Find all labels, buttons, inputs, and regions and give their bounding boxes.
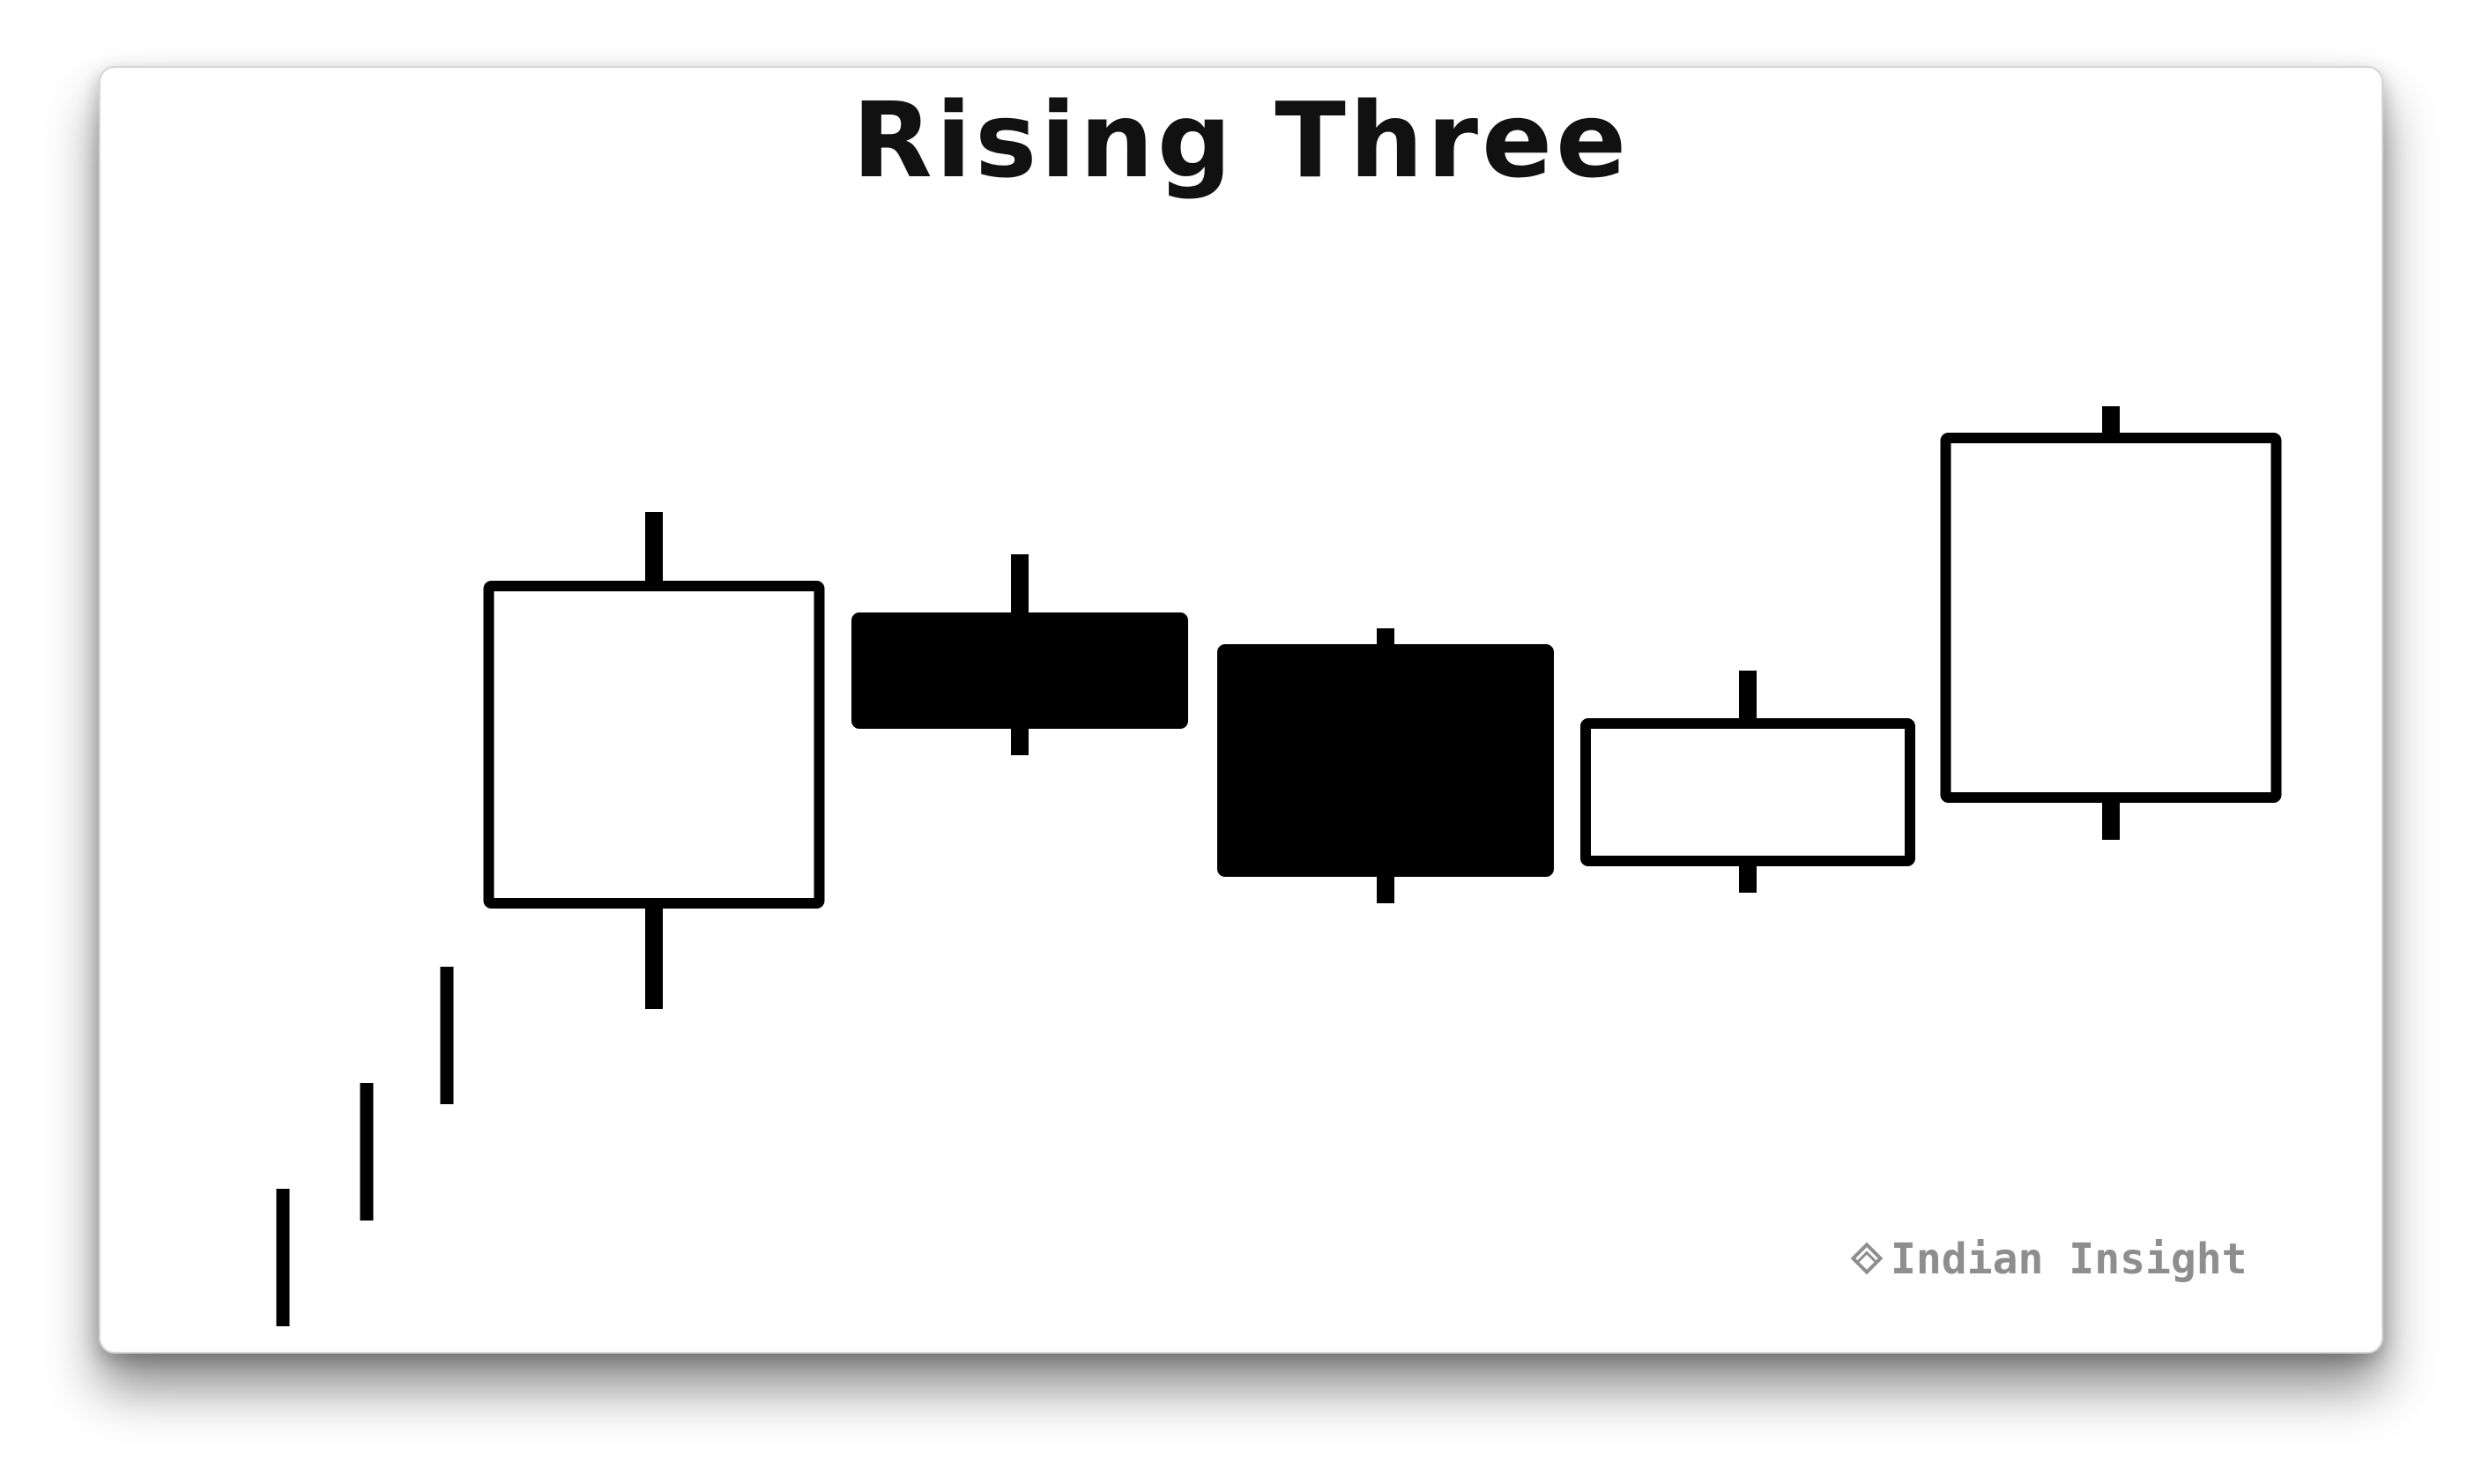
candle-3 — [1217, 628, 1554, 903]
prior-trend-ticks — [276, 967, 454, 1326]
bearish-candle-body — [851, 612, 1188, 729]
diamond-logo-icon — [1850, 1242, 1884, 1275]
candle-2 — [851, 554, 1188, 755]
bullish-candle-body — [1940, 433, 2282, 803]
bullish-candle-body — [483, 581, 825, 909]
candle-4 — [1580, 671, 1915, 893]
bullish-candle-body — [1580, 718, 1915, 866]
bearish-candle-body — [1217, 644, 1554, 877]
chart-title: Rising Three — [851, 79, 1631, 201]
watermark-text: Indian Insight — [1891, 1235, 2248, 1284]
candles — [483, 406, 2282, 1009]
watermark: Indian Insight — [1850, 1238, 2248, 1280]
candle-5 — [1940, 406, 2282, 840]
candle-1 — [483, 512, 825, 1009]
